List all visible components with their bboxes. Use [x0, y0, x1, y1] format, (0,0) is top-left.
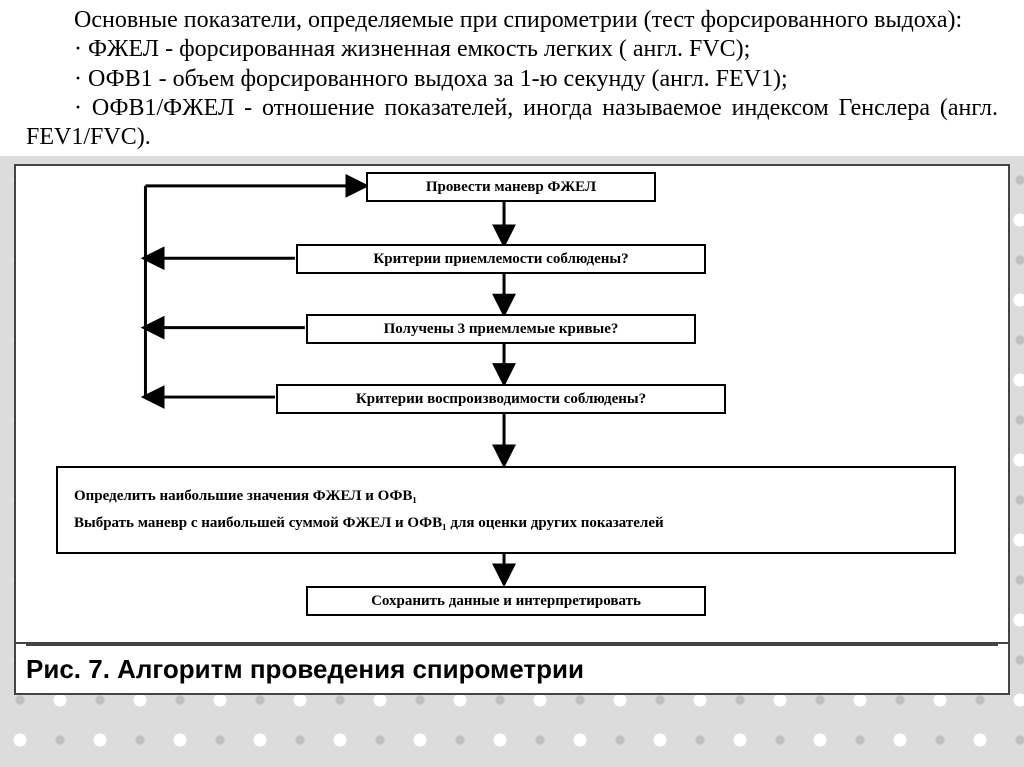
flowchart-node-n6: Сохранить данные и интерпретировать [306, 586, 706, 616]
flowchart-node-n2: Критерии приемлемости соблюдены? [296, 244, 706, 274]
flowchart-node-n5: Определить наибольшие значения ФЖЕЛ и ОФ… [56, 466, 956, 554]
flowchart-frame: Провести маневр ФЖЕЛ Критерии приемлемост… [14, 164, 1010, 644]
flowchart-node-n3: Получены 3 приемлемые кривые? [306, 314, 696, 344]
figure-caption: Рис. 7. Алгоритм проведения спирометрии [16, 646, 1008, 693]
page-root: Основные показатели, определяемые при сп… [0, 0, 1024, 767]
bullet-fvc: · ФЖЕЛ - форсированная жизненная емкость… [26, 35, 998, 64]
bullet-ratio: · ОФВ1/ФЖЕЛ - отношение показателей, ино… [26, 94, 998, 153]
intro-paragraph: Основные показатели, определяемые при сп… [26, 6, 998, 35]
flowchart-node-n1: Провести маневр ФЖЕЛ [366, 172, 656, 202]
caption-frame: Рис. 7. Алгоритм проведения спирометрии [14, 644, 1010, 695]
intro-text-block: Основные показатели, определяемые при сп… [0, 0, 1024, 156]
flowchart-canvas: Провести маневр ФЖЕЛ Критерии приемлемост… [16, 166, 1008, 642]
flowchart-node-n4: Критерии воспроизводимости соблюдены? [276, 384, 726, 414]
bullet-fev1: · ОФВ1 - объем форсированного выдоха за … [26, 65, 998, 94]
